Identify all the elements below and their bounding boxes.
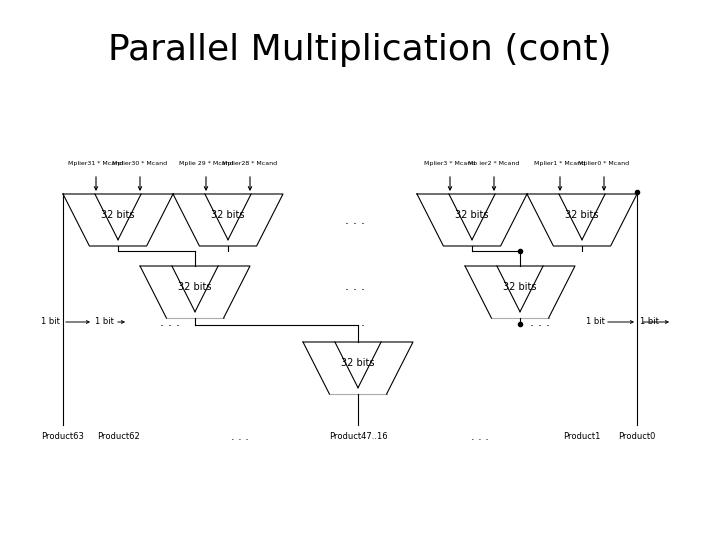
Text: . . .: . . .: [530, 315, 550, 328]
Text: Mplier28 * Mcand: Mplier28 * Mcand: [222, 161, 278, 166]
Text: 1 bit: 1 bit: [95, 318, 114, 327]
Text: Mplier30 * Mcand: Mplier30 * Mcand: [112, 161, 168, 166]
Text: 32 bits: 32 bits: [503, 282, 536, 292]
Text: 32 bits: 32 bits: [102, 210, 135, 220]
Text: . . .: . . .: [345, 213, 365, 226]
Text: Product62: Product62: [96, 432, 140, 441]
Text: Product1: Product1: [563, 432, 600, 441]
Text: . . .: . . .: [345, 280, 365, 294]
Text: . . .: . . .: [160, 315, 180, 328]
Text: Mplier31 * Mcand: Mplier31 * Mcand: [68, 161, 124, 166]
Text: Product63: Product63: [42, 432, 84, 441]
Text: 32 bits: 32 bits: [211, 210, 245, 220]
Text: 32 bits: 32 bits: [455, 210, 489, 220]
Text: 32 bits: 32 bits: [341, 358, 374, 368]
Text: . . .: . . .: [471, 432, 489, 442]
Text: Mo ier2 * Mcand: Mo ier2 * Mcand: [468, 161, 520, 166]
Text: Mplie 29 * Mcand: Mplie 29 * Mcand: [179, 161, 233, 166]
Text: Mplier0 * Mcand: Mplier0 * Mcand: [578, 161, 629, 166]
Text: Mplier3 * Mcand: Mplier3 * Mcand: [424, 161, 476, 166]
Text: 1 bit: 1 bit: [640, 318, 659, 327]
Text: Parallel Multiplication (cont): Parallel Multiplication (cont): [108, 33, 612, 67]
Text: Product47..16: Product47..16: [329, 432, 387, 441]
Text: 1 bit: 1 bit: [41, 318, 60, 327]
Text: . . .: . . .: [345, 315, 365, 328]
Text: Product0: Product0: [618, 432, 656, 441]
Text: 1 bit: 1 bit: [586, 318, 605, 327]
Text: Mplier1 * Mcand: Mplier1 * Mcand: [534, 161, 585, 166]
Text: 32 bits: 32 bits: [565, 210, 599, 220]
Text: 32 bits: 32 bits: [179, 282, 212, 292]
Text: . . .: . . .: [231, 432, 249, 442]
